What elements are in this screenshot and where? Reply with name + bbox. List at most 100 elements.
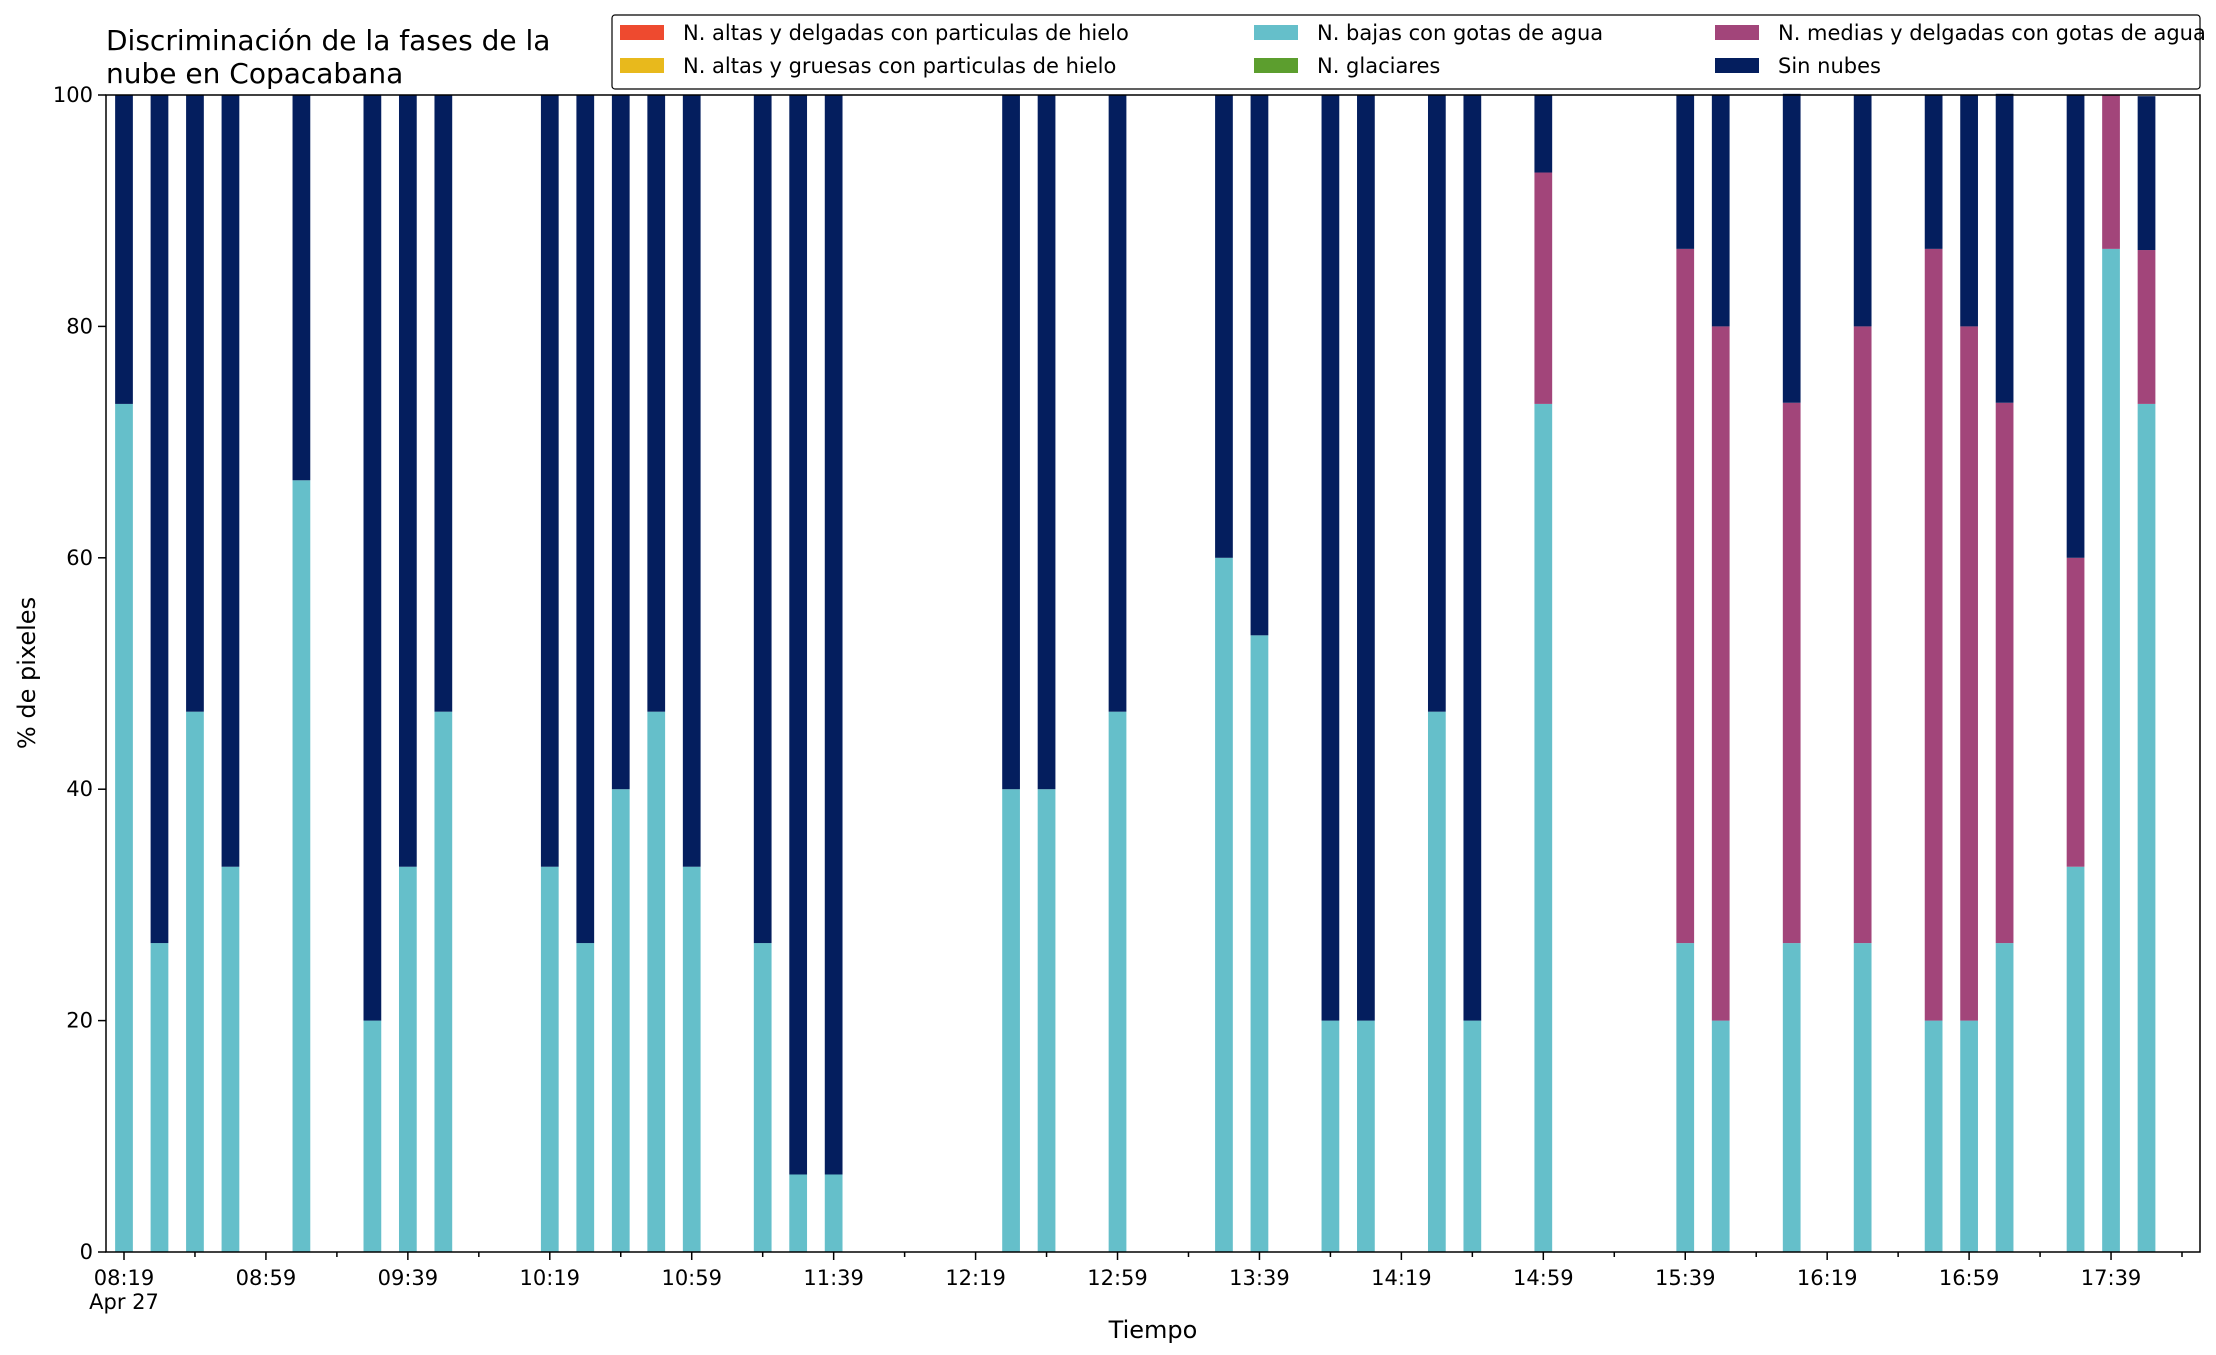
- y-tick-label: 40: [66, 777, 93, 801]
- y-axis-label: % de pixeles: [13, 597, 41, 749]
- bar-segment: [1995, 943, 2014, 1252]
- bar-segment: [150, 943, 169, 1252]
- legend-entry-label: N. bajas con gotas de agua: [1317, 21, 1603, 45]
- bar-segment: [2066, 866, 2085, 1252]
- bar-segment: [1463, 95, 1482, 1021]
- bar-segment: [1711, 95, 1730, 327]
- legend-swatch: [1254, 25, 1298, 40]
- legend-entry-label: Sin nubes: [1778, 54, 1881, 78]
- bar-segment: [1676, 95, 1695, 249]
- legend-entry-label: N. glaciares: [1317, 54, 1440, 78]
- bar-segment: [2137, 96, 2156, 251]
- bar-segment: [1711, 326, 1730, 1021]
- x-tick-label: 14:59: [1513, 1266, 1574, 1290]
- bar-segment: [221, 866, 240, 1252]
- bar-segment: [1782, 93, 1801, 403]
- bar-segment: [789, 1174, 808, 1252]
- bar-segment: [789, 95, 808, 1175]
- y-tick-label: 20: [66, 1009, 93, 1033]
- x-tick-label: 15:39: [1655, 1266, 1716, 1290]
- bar-segment: [434, 711, 453, 1252]
- bar-segment: [576, 95, 595, 944]
- bar-segment: [1924, 1020, 1943, 1252]
- bar-segment: [115, 95, 133, 404]
- x-tick-label: 09:39: [378, 1266, 439, 1290]
- bar-segment: [753, 95, 772, 944]
- bar-segment: [150, 95, 169, 944]
- bar-segment: [1960, 95, 1978, 327]
- bar-segment: [1853, 943, 1872, 1252]
- bar-segment: [647, 95, 666, 712]
- bar-segment: [363, 1020, 382, 1252]
- bar-segment: [292, 95, 311, 481]
- x-tick-label: 10:59: [661, 1266, 722, 1290]
- bar-segment: [1250, 635, 1269, 1252]
- bar-segment: [1215, 557, 1233, 1252]
- bar-segment: [2066, 557, 2085, 867]
- bar-segment: [1321, 95, 1340, 1021]
- bars-layer: [115, 93, 2156, 1252]
- y-tick-label: 60: [66, 546, 93, 570]
- bar-segment: [292, 480, 311, 1252]
- bar-segment: [1463, 1020, 1482, 1252]
- bar-segment: [1853, 326, 1872, 944]
- bar-segment: [576, 943, 595, 1252]
- y-axis: 0 20 40 60 80 100: [53, 83, 106, 1264]
- bar-segment: [1215, 95, 1233, 558]
- bar-segment: [186, 95, 204, 712]
- bar-segment: [753, 943, 772, 1252]
- bar-segment: [1534, 172, 1553, 404]
- bar-segment: [221, 95, 240, 867]
- bar-segment: [1357, 1020, 1375, 1252]
- x-tick-label: 17:39: [2081, 1266, 2142, 1290]
- bar-segment: [1002, 789, 1020, 1252]
- bar-segment: [1995, 93, 2014, 403]
- bar-segment: [824, 95, 843, 1175]
- legend-entry-label: N. altas y gruesas con particulas de hie…: [683, 54, 1116, 78]
- chart-title: Discriminación de la fases de la nube en …: [106, 24, 550, 90]
- x-tick-label: 08:19: [94, 1266, 155, 1290]
- bar-segment: [1037, 789, 1056, 1252]
- legend-swatch: [620, 25, 664, 40]
- bar-segment: [2102, 248, 2120, 1252]
- bar-segment: [1960, 326, 1978, 1021]
- bar-segment: [1357, 95, 1375, 1021]
- bar-segment: [647, 711, 666, 1252]
- bar-segment: [611, 95, 630, 790]
- bar-segment: [2137, 250, 2156, 404]
- x-date-label: Apr 27: [89, 1290, 159, 1314]
- bar-segment: [398, 95, 417, 867]
- bar-segment: [1037, 95, 1056, 790]
- legend-swatch: [620, 58, 664, 73]
- bar-segment: [682, 95, 701, 867]
- bar-segment: [1427, 95, 1446, 712]
- bar-segment: [398, 866, 417, 1252]
- bar-segment: [1321, 1020, 1340, 1252]
- y-tick-label: 100: [53, 83, 93, 107]
- x-tick-label: 14:19: [1371, 1266, 1432, 1290]
- bar-segment: [540, 866, 559, 1252]
- bar-segment: [115, 403, 133, 1252]
- bar-segment: [2066, 95, 2085, 558]
- bar-segment: [1924, 95, 1943, 249]
- bar-segment: [1960, 1020, 1978, 1252]
- bar-segment: [2102, 95, 2120, 249]
- bar-segment: [1534, 95, 1553, 173]
- bar-segment: [363, 95, 382, 1021]
- legend-swatch: [1254, 58, 1298, 73]
- x-tick-label: 16:19: [1797, 1266, 1858, 1290]
- bar-segment: [1782, 943, 1801, 1252]
- bar-segment: [434, 95, 453, 712]
- bar-segment: [1782, 402, 1801, 944]
- x-tick-label: 08:59: [236, 1266, 297, 1290]
- legend-swatch: [1715, 58, 1759, 73]
- y-tick-label: 80: [66, 314, 93, 338]
- bar-segment: [1108, 95, 1127, 712]
- bar-segment: [1711, 1020, 1730, 1252]
- bar-segment: [1853, 95, 1872, 327]
- bar-segment: [1108, 711, 1127, 1252]
- bar-segment: [540, 95, 559, 867]
- x-tick-label: 13:39: [1229, 1266, 1290, 1290]
- plot-frame: [105, 94, 2201, 1253]
